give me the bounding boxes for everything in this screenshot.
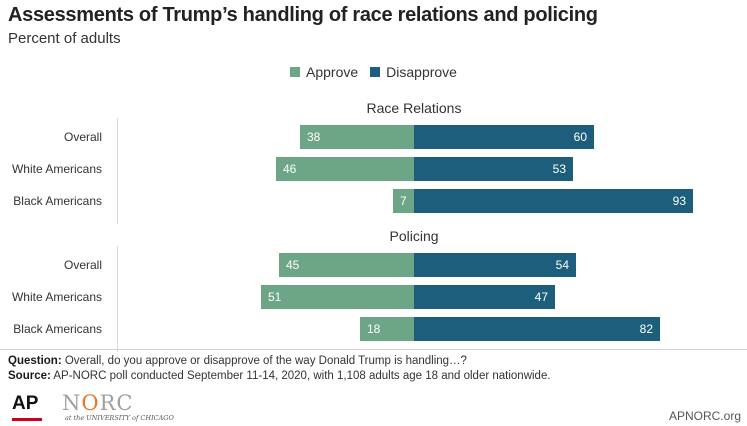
row-label-policing-overall: Overall — [63, 258, 102, 272]
data-label-disapprove: 53 — [552, 162, 566, 176]
bar-disapprove-race-relations-white-americans: 53 — [414, 157, 573, 181]
bar-disapprove-policing-white-americans: 47 — [414, 285, 555, 309]
row-label-race-relations-white-americans: White Americans — [11, 162, 102, 176]
bar-approve-policing-black-americans: 18 — [360, 317, 414, 341]
ap-logo-underline — [12, 418, 42, 421]
axis-line-race-relations — [117, 118, 118, 224]
norc-logo-o: O — [81, 391, 100, 415]
footer-divider — [0, 349, 747, 350]
bar-approve-race-relations-overall: 38 — [300, 125, 414, 149]
data-label-disapprove: 60 — [573, 130, 587, 144]
legend-label-disapprove: Disapprove — [386, 64, 457, 80]
bar-disapprove-race-relations-overall: 60 — [414, 125, 594, 149]
data-label-approve: 45 — [286, 258, 300, 272]
data-label-disapprove: 93 — [672, 194, 686, 208]
bar-approve-policing-white-americans: 51 — [261, 285, 414, 309]
data-label-approve: 18 — [367, 322, 381, 336]
data-label-disapprove: 82 — [639, 322, 653, 336]
chart-subtitle: Percent of adults — [8, 30, 121, 47]
site-link[interactable]: APNORC.org — [668, 409, 741, 423]
chart-title: Assessments of Trump’s handling of race … — [8, 4, 598, 26]
legend: Approve Disapprove — [0, 64, 747, 80]
bar-disapprove-policing-overall: 54 — [414, 253, 576, 277]
norc-logo: NORC — [62, 391, 133, 415]
bar-disapprove-policing-black-americans: 82 — [414, 317, 660, 341]
row-label-policing-black-americans: Black Americans — [13, 322, 102, 336]
row-label-race-relations-black-americans: Black Americans — [13, 194, 102, 208]
row-label-policing-white-americans: White Americans — [11, 290, 102, 304]
source-text: AP-NORC poll conducted September 11-14, … — [50, 370, 551, 382]
data-label-disapprove: 54 — [555, 258, 569, 272]
norc-logo-subtitle: at the UNIVERSITY of CHICAGO — [65, 414, 174, 422]
source-note: Source: AP-NORC poll conducted September… — [8, 369, 551, 384]
data-label-approve: 38 — [307, 130, 321, 144]
bar-approve-race-relations-white-americans: 46 — [276, 157, 414, 181]
legend-swatch-disapprove — [370, 67, 381, 77]
ap-logo: AP — [12, 393, 39, 414]
bar-approve-race-relations-black-americans: 7 — [393, 189, 414, 213]
source-label: Source: — [8, 370, 51, 382]
group-title-policing: Policing — [389, 228, 439, 244]
question-label: Question: — [8, 355, 62, 367]
norc-logo-rc: RC — [99, 391, 134, 415]
legend-swatch-approve — [290, 67, 300, 77]
question-text: Overall, do you approve or disapprove of… — [61, 355, 467, 367]
row-label-race-relations-overall: Overall — [63, 130, 102, 144]
legend-label-approve: Approve — [306, 64, 359, 80]
data-label-approve: 7 — [400, 194, 407, 208]
data-label-disapprove: 47 — [534, 290, 548, 304]
norc-logo-n: N — [62, 391, 82, 415]
axis-line-policing — [117, 246, 118, 352]
data-label-approve: 51 — [268, 290, 282, 304]
bar-disapprove-race-relations-black-americans: 93 — [414, 189, 693, 213]
chart-notes: Question: Overall, do you approve or dis… — [8, 354, 551, 384]
data-label-approve: 46 — [283, 162, 297, 176]
question-note: Question: Overall, do you approve or dis… — [8, 354, 551, 369]
legend-item-disapprove: Disapprove — [370, 64, 457, 80]
legend-item-approve: Approve — [290, 64, 358, 80]
group-title-race-relations: Race Relations — [366, 100, 462, 116]
bar-approve-policing-overall: 45 — [279, 253, 414, 277]
